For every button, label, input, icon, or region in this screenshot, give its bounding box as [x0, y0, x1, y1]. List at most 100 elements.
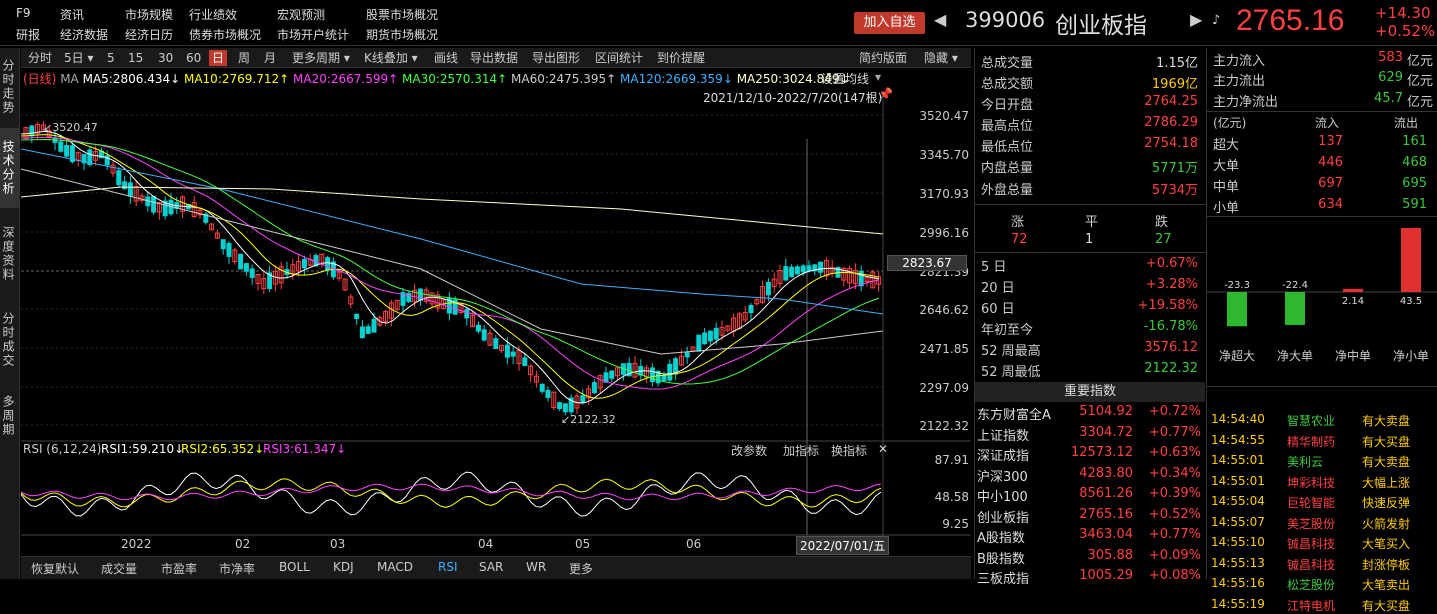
- export-image[interactable]: 导出图形: [532, 51, 581, 65]
- menu-research[interactable]: 研报: [16, 28, 41, 42]
- period-month[interactable]: 月: [264, 51, 277, 65]
- index-change: +0.39%: [1148, 486, 1201, 501]
- export-data[interactable]: 导出数据: [470, 51, 519, 65]
- menu-futures[interactable]: 期货市场概况: [366, 28, 439, 42]
- close-icon[interactable]: ✕: [878, 442, 889, 456]
- range-stats[interactable]: 区间统计: [595, 51, 644, 65]
- index-name[interactable]: B股指数: [977, 551, 1025, 567]
- simple-layout[interactable]: 简约版面: [859, 51, 908, 65]
- net-flow-bar: [1227, 292, 1247, 327]
- alert-signal: 火箭发射: [1362, 516, 1411, 531]
- alert-stock[interactable]: 巨轮智能: [1287, 496, 1336, 510]
- tab-macd[interactable]: MACD: [377, 560, 413, 574]
- hide-menu[interactable]: 隐藏 ▾: [924, 51, 958, 65]
- tab-pe[interactable]: 市盈率: [161, 562, 198, 576]
- period-5min[interactable]: 5: [107, 51, 115, 65]
- ma30-line: [21, 139, 880, 385]
- index-change: +0.52%: [1148, 506, 1201, 522]
- index-name[interactable]: 沪深300: [977, 469, 1028, 485]
- tab-pb[interactable]: 市净率: [219, 562, 256, 576]
- index-name[interactable]: 创业板指: [977, 510, 1030, 526]
- stat-value: 2764.25: [1144, 94, 1198, 109]
- period-30min[interactable]: 30: [158, 51, 174, 65]
- side-nav-intraday[interactable]: 分时走势: [1, 58, 15, 115]
- candle: [760, 286, 766, 303]
- kline-overlay[interactable]: K线叠加 ▾: [364, 51, 418, 65]
- index-price: 4283.80: [1079, 465, 1133, 481]
- alert-stock[interactable]: 美利云: [1287, 455, 1324, 469]
- ma-settings[interactable]: 设置均线: [821, 72, 870, 86]
- alert-stock[interactable]: 智慧农业: [1287, 414, 1336, 428]
- switch-indicator-button[interactable]: 换指标: [831, 444, 868, 458]
- prev-arrow-icon[interactable]: ◀: [934, 10, 947, 29]
- tab-boll[interactable]: BOLL: [279, 560, 310, 574]
- rsi3-value: RSI3:61.347↓: [263, 442, 347, 456]
- menu-econ-calendar[interactable]: 经济日历: [125, 28, 174, 42]
- tab-volume[interactable]: 成交量: [101, 562, 138, 576]
- period-intraday[interactable]: 分时: [28, 51, 53, 65]
- index-name[interactable]: A股指数: [977, 531, 1025, 546]
- add-indicator-button[interactable]: 加指标: [783, 444, 820, 458]
- alert-stock[interactable]: 铖昌科技: [1287, 537, 1336, 551]
- high-label: ↙3520.47: [43, 121, 98, 134]
- tab-sar[interactable]: SAR: [479, 560, 504, 574]
- tab-more[interactable]: 更多: [569, 562, 594, 576]
- period-5day[interactable]: 5日 ▾: [64, 51, 94, 65]
- alert-stock[interactable]: 江特电机: [1287, 598, 1336, 613]
- bell-icon[interactable]: ♪: [1212, 13, 1221, 28]
- index-name[interactable]: 深证成指: [977, 449, 1030, 464]
- index-name[interactable]: 东方财富全A: [977, 408, 1051, 423]
- tab-rsi[interactable]: RSI: [438, 560, 458, 574]
- tab-wr[interactable]: WR: [526, 560, 547, 574]
- alert-signal: 有大买盘: [1362, 434, 1411, 449]
- period-60min[interactable]: 60: [186, 51, 202, 65]
- candle: [214, 232, 220, 239]
- menu-stock-market[interactable]: 股票市场概况: [366, 8, 439, 22]
- period-15min[interactable]: 15: [128, 51, 144, 65]
- low-label: ↙2122.32: [561, 413, 616, 426]
- alert-stock[interactable]: 铖昌科技: [1287, 557, 1336, 572]
- menu-market-size[interactable]: 市场规模: [125, 8, 174, 22]
- side-nav-multi-period[interactable]: 多周期: [1, 395, 15, 437]
- tab-reset[interactable]: 恢复默认: [31, 562, 80, 576]
- next-arrow-icon[interactable]: ▶: [1190, 10, 1203, 29]
- pin-icon[interactable]: 📌: [878, 87, 893, 101]
- candle: [852, 270, 858, 285]
- candle: [162, 200, 168, 217]
- add-watchlist-button[interactable]: 加入自选: [854, 12, 925, 34]
- menu-econ-data[interactable]: 经济数据: [60, 28, 109, 42]
- menu-bond-market[interactable]: 债券市场概况: [189, 28, 262, 42]
- alert-stock[interactable]: 精华制药: [1287, 434, 1336, 449]
- candle: [348, 296, 354, 305]
- candle: [354, 313, 360, 320]
- index-name[interactable]: 三板成指: [977, 572, 1030, 587]
- draw-line[interactable]: 画线: [434, 51, 459, 65]
- candle: [243, 263, 249, 272]
- alert-stock[interactable]: 美芝股份: [1287, 516, 1336, 531]
- ma-settings-dropdown-icon[interactable]: ▾: [875, 70, 882, 84]
- menu-industry[interactable]: 行业绩效: [189, 8, 238, 22]
- down-label: 跌: [1155, 215, 1169, 230]
- alert-stock[interactable]: 坤彩科技: [1287, 475, 1336, 490]
- index-name[interactable]: 上证指数: [977, 428, 1030, 444]
- menu-macro[interactable]: 宏观预测: [277, 8, 326, 22]
- price-alert[interactable]: 到价提醒: [657, 51, 706, 65]
- flow-in-header: 流入: [1315, 116, 1340, 130]
- candle: [603, 372, 609, 383]
- tab-kdj[interactable]: KDJ: [333, 560, 354, 574]
- stat-value: 5734万: [1151, 183, 1198, 198]
- period-more[interactable]: 更多周期 ▾: [292, 51, 350, 65]
- index-name[interactable]: 中小100: [977, 490, 1028, 505]
- kline-chart[interactable]: (日线) MA MA5:2806.434↓ MA10:2769.712↑ MA2…: [21, 69, 971, 555]
- side-nav-trades[interactable]: 分时成交: [1, 312, 15, 368]
- side-nav-deep-data[interactable]: 深度资料: [1, 226, 15, 282]
- flow-value: 583: [1378, 50, 1403, 65]
- period-day[interactable]: 日: [209, 50, 228, 66]
- period-toolbar: 分时 5日 ▾ 5 15 30 60 日 周 月 更多周期 ▾ K线叠加 ▾ 画…: [21, 48, 971, 68]
- period-week[interactable]: 周: [238, 51, 251, 65]
- menu-account-stats[interactable]: 市场开户统计: [277, 28, 350, 42]
- menu-f9[interactable]: F9: [16, 6, 31, 20]
- change-params-button[interactable]: 改参数: [731, 444, 768, 458]
- side-nav-technical[interactable]: 技术分析: [0, 128, 20, 208]
- menu-news[interactable]: 资讯: [60, 8, 85, 22]
